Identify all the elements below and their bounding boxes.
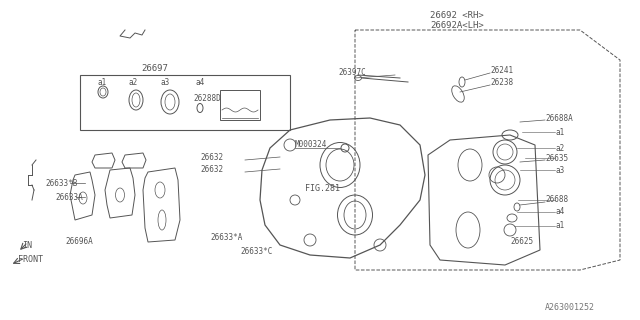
Text: a1: a1 xyxy=(97,77,106,86)
Text: 26633*C: 26633*C xyxy=(240,247,273,257)
Text: a3: a3 xyxy=(555,165,564,174)
Text: a4: a4 xyxy=(195,77,204,86)
Text: 26692 <RH>: 26692 <RH> xyxy=(430,11,484,20)
Text: FRONT: FRONT xyxy=(18,255,43,265)
Text: a4: a4 xyxy=(555,207,564,217)
Text: M000324: M000324 xyxy=(295,140,328,148)
Text: a1: a1 xyxy=(555,127,564,137)
Text: a2: a2 xyxy=(128,77,137,86)
Bar xyxy=(80,75,290,130)
Text: 26688: 26688 xyxy=(545,196,568,204)
Text: 26697: 26697 xyxy=(141,63,168,73)
Text: IN: IN xyxy=(22,242,32,251)
Text: 26633*B: 26633*B xyxy=(45,179,77,188)
Text: 26635: 26635 xyxy=(545,154,568,163)
Text: 26288D: 26288D xyxy=(193,93,221,102)
Text: A263001252: A263001252 xyxy=(545,303,595,313)
Text: 26692A<LH>: 26692A<LH> xyxy=(430,20,484,29)
Text: 26633A: 26633A xyxy=(55,193,83,202)
Text: 26625: 26625 xyxy=(510,237,533,246)
Text: 26632: 26632 xyxy=(200,164,223,173)
Text: 26241: 26241 xyxy=(490,66,513,75)
Text: a3: a3 xyxy=(160,77,169,86)
Text: FIG.281: FIG.281 xyxy=(305,183,340,193)
Text: 26238: 26238 xyxy=(490,77,513,86)
Text: a1: a1 xyxy=(555,221,564,230)
Text: 26632: 26632 xyxy=(200,153,223,162)
Text: a2: a2 xyxy=(555,143,564,153)
Text: 26397C: 26397C xyxy=(338,68,365,76)
Text: 26633*A: 26633*A xyxy=(210,234,243,243)
Text: 26696A: 26696A xyxy=(65,237,93,246)
Bar xyxy=(220,90,260,120)
Text: 26688A: 26688A xyxy=(545,114,573,123)
